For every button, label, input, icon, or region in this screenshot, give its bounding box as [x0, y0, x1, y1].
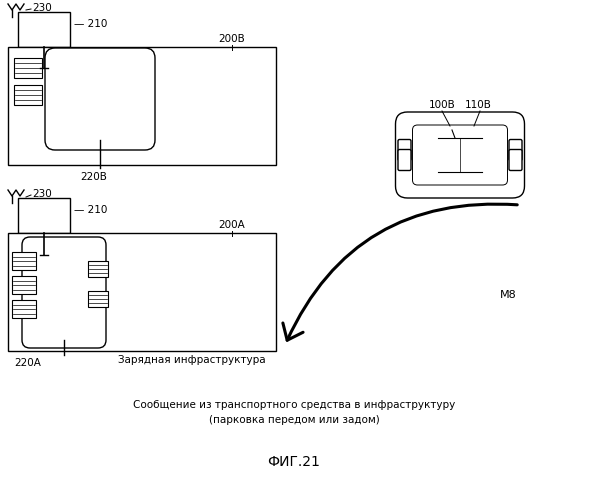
Bar — [14, 85, 42, 105]
Text: — 210: — 210 — [74, 19, 107, 29]
Text: 230: 230 — [32, 189, 52, 199]
Text: Зарядная инфраструктура: Зарядная инфраструктура — [118, 355, 266, 365]
Text: 230: 230 — [32, 3, 52, 13]
Bar — [8, 47, 276, 165]
Text: ФИГ.21: ФИГ.21 — [267, 455, 320, 469]
FancyArrowPatch shape — [283, 204, 517, 340]
Bar — [18, 198, 70, 233]
Text: — 210: — 210 — [74, 205, 107, 215]
FancyBboxPatch shape — [398, 150, 411, 171]
FancyBboxPatch shape — [509, 140, 522, 160]
Text: M8: M8 — [500, 290, 517, 300]
Text: (парковка передом или задом): (парковка передом или задом) — [209, 415, 379, 425]
FancyBboxPatch shape — [398, 140, 411, 160]
Bar — [18, 12, 70, 47]
Bar — [8, 233, 276, 351]
Bar — [12, 252, 36, 270]
Bar — [88, 291, 108, 307]
FancyBboxPatch shape — [509, 150, 522, 171]
Text: 220A: 220A — [14, 358, 41, 368]
FancyBboxPatch shape — [412, 125, 508, 185]
FancyBboxPatch shape — [22, 237, 106, 348]
FancyBboxPatch shape — [45, 48, 155, 150]
Bar — [14, 58, 42, 78]
Text: 200B: 200B — [218, 34, 245, 44]
Bar — [12, 276, 36, 294]
Text: 220B: 220B — [80, 172, 107, 182]
Text: 110B: 110B — [465, 100, 491, 110]
Text: 100B: 100B — [429, 100, 455, 110]
Text: Сообщение из транспортного средства в инфраструктуру: Сообщение из транспортного средства в ин… — [133, 400, 455, 410]
Bar — [88, 261, 108, 277]
FancyBboxPatch shape — [395, 112, 524, 198]
Bar — [12, 300, 36, 318]
Text: 200A: 200A — [218, 220, 245, 230]
